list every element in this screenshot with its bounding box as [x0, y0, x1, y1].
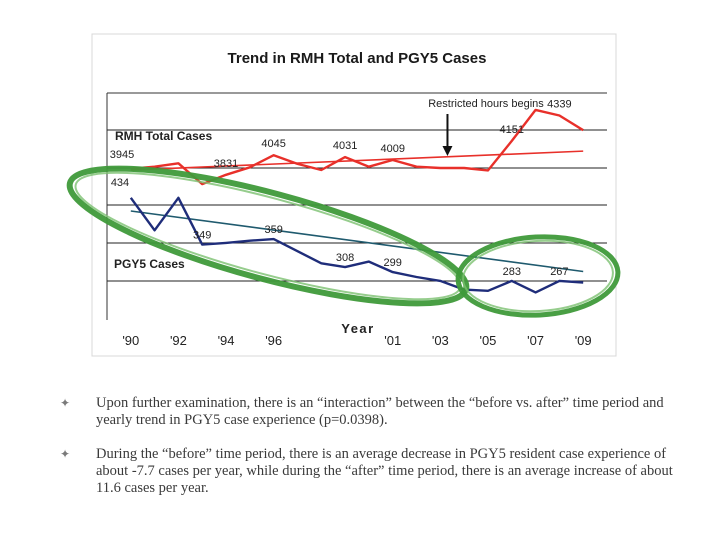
- rmh-label-1: 3831: [214, 158, 238, 170]
- trend-line-pgy5: [130, 210, 584, 273]
- rmh-label-4: 4009: [380, 143, 404, 155]
- x-tick-7: '07: [527, 333, 544, 348]
- bullet-2-text: During the “before” time period, there i…: [96, 446, 673, 496]
- x-tick-2: '94: [218, 333, 235, 348]
- pgy5-label-4: 299: [384, 257, 402, 269]
- series-label-pgy5: PGY5 Cases: [114, 257, 185, 271]
- rmh-label-3: 4031: [333, 140, 357, 152]
- chart: Trend in RMH Total and PGY5 Cases 3945 38…: [66, 33, 621, 357]
- x-axis-label: Year: [341, 321, 374, 336]
- rmh-label-6: 4339: [547, 98, 571, 110]
- pgy5-label-3: 308: [336, 252, 354, 264]
- annotation-restricted-hours: Restricted hours begins: [428, 98, 544, 110]
- pgy5-label-0: 434: [111, 177, 129, 189]
- bullet-marker-icon: ✦: [60, 447, 71, 461]
- x-tick-6: '05: [479, 333, 496, 348]
- series-line-pgy5: [129, 196, 584, 294]
- highlight-ellipse-after: [455, 234, 621, 318]
- bullet-2: ✦ During the “before” time period, there…: [60, 446, 680, 497]
- pgy5-label-6: 267: [550, 266, 568, 278]
- bullet-marker-icon: ✦: [60, 396, 71, 410]
- x-axis-ticks: '90 '92 '94 '96 '01 '03 '05 '07 '09: [122, 333, 591, 348]
- annotation-arrowhead: [442, 146, 453, 156]
- highlight-ellipse-after-inner: [462, 239, 614, 313]
- series-label-rmh: RMH Total Cases: [115, 129, 212, 143]
- rmh-label-2: 4045: [261, 138, 285, 150]
- chart-title: Trend in RMH Total and PGY5 Cases: [228, 50, 487, 67]
- pgy5-label-2: 359: [264, 224, 282, 236]
- rmh-label-0: 3945: [110, 149, 134, 161]
- x-tick-0: '90: [122, 333, 139, 348]
- x-tick-1: '92: [170, 333, 187, 348]
- x-tick-4: '01: [384, 333, 401, 348]
- x-tick-3: '96: [265, 333, 282, 348]
- data-labels: 3945 3831 4045 4031 4009 4151 4339 434 349 359 308…: [110, 98, 572, 277]
- bullet-1: ✦ Upon further examination, there is an …: [60, 395, 680, 429]
- rmh-label-5: 4151: [500, 124, 524, 136]
- pgy5-label-1: 349: [193, 230, 211, 242]
- trend-line-rmh: [130, 150, 584, 171]
- chart-frame: [91, 33, 617, 357]
- x-tick-8: '09: [575, 333, 592, 348]
- x-tick-5: '03: [432, 333, 449, 348]
- pgy5-label-5: 283: [503, 266, 521, 278]
- bullet-1-text: Upon further examination, there is an “i…: [96, 395, 664, 428]
